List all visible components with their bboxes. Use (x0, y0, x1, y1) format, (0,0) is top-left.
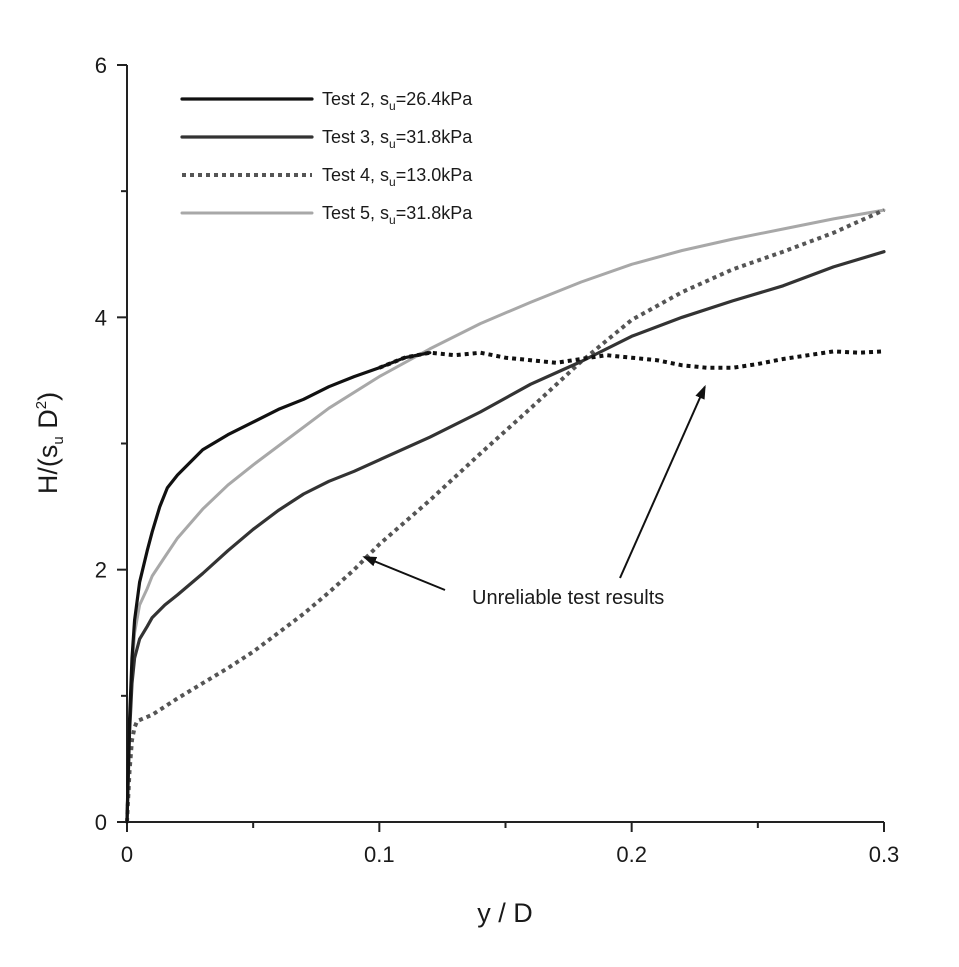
legend-label: Test 5, su=31.8kPa (322, 203, 473, 227)
legend-label: Test 4, su=13.0kPa (322, 165, 473, 189)
x-tick-label: 0.1 (364, 842, 395, 867)
axes: 0 2 4 6 0 0.1 0.2 0.3 (95, 53, 900, 867)
series-layer (125, 208, 886, 824)
y-tick-label: 0 (95, 810, 107, 835)
legend-label: Test 3, su=31.8kPa (322, 127, 473, 151)
x-tick-label: 0.3 (869, 842, 900, 867)
annotation-layer: Unreliable test results (362, 384, 706, 609)
series-line-3 (378, 349, 885, 370)
x-tick-label: 0.2 (616, 842, 647, 867)
series-line-0 (125, 351, 432, 824)
annotation-text: Unreliable test results (472, 587, 664, 609)
series-line-2 (125, 208, 885, 823)
annotation-arrow (362, 556, 446, 591)
annotation-arrow (619, 384, 706, 579)
y-tick-label: 6 (95, 53, 107, 78)
series-line-4 (125, 208, 886, 824)
y-tick-label: 2 (95, 558, 107, 583)
x-axis-title: y / D (477, 898, 533, 928)
y-axis-title: H/(su D2) (33, 392, 67, 494)
legend-label: Test 2, su=26.4kPa (322, 89, 473, 113)
x-tick-label: 0 (121, 842, 133, 867)
series-line-1 (125, 250, 886, 824)
legend: Test 2, su=26.4kPa Test 3, su=31.8kPa Test… (180, 89, 473, 227)
y-tick-label: 4 (95, 305, 107, 330)
